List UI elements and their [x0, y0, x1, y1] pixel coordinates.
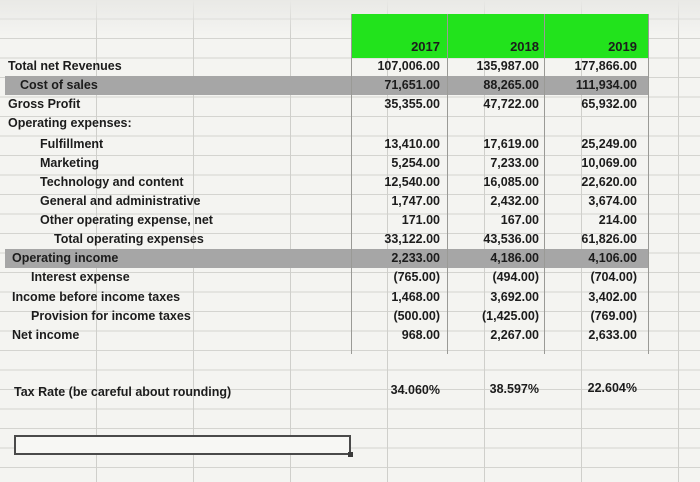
row-label-provision-for-taxes[interactable]: Provision for income taxes: [31, 309, 191, 323]
value-cell[interactable]: 214.00: [598, 213, 637, 227]
value-cell[interactable]: 13,410.00: [384, 137, 440, 151]
row-label-fulfillment[interactable]: Fulfillment: [40, 137, 104, 151]
year-header-2019[interactable]: 2019: [608, 39, 637, 54]
year-header-band: [352, 14, 648, 58]
row-label-net-income[interactable]: Net income: [12, 328, 80, 342]
row-label-tax-rate[interactable]: Tax Rate (be careful about rounding): [14, 385, 232, 399]
tax-rate-2017[interactable]: 34.060%: [390, 383, 440, 397]
value-cell[interactable]: (769.00): [590, 309, 637, 323]
value-cell[interactable]: 2,432.00: [490, 194, 539, 208]
value-cell[interactable]: 33,122.00: [384, 232, 440, 246]
value-cell[interactable]: 25,249.00: [581, 137, 637, 151]
value-cell[interactable]: 12,540.00: [384, 175, 440, 189]
value-cell[interactable]: 61,826.00: [581, 232, 637, 246]
value-cell[interactable]: 4,186.00: [490, 251, 539, 265]
value-cell[interactable]: 88,265.00: [483, 78, 539, 92]
value-cell[interactable]: 2,633.00: [588, 328, 637, 342]
selected-answer-cell[interactable]: [14, 435, 353, 457]
highlight-row-cost-of-sales: [5, 76, 648, 95]
value-cell[interactable]: 10,069.00: [581, 156, 637, 170]
value-cell[interactable]: (500.00): [393, 309, 440, 323]
row-label-other-operating-expense[interactable]: Other operating expense, net: [40, 213, 213, 227]
year-header-2017[interactable]: 2017: [411, 39, 440, 54]
value-cell[interactable]: (494.00): [492, 270, 539, 284]
value-cell[interactable]: 5,254.00: [391, 156, 440, 170]
value-cell[interactable]: 71,651.00: [384, 78, 440, 92]
row-label-total-net-revenues[interactable]: Total net Revenues: [8, 59, 122, 73]
value-cell[interactable]: 111,934.00: [575, 78, 637, 92]
value-cell[interactable]: 4,106.00: [588, 251, 637, 265]
value-cell[interactable]: 22,620.00: [581, 175, 637, 189]
row-label-total-operating-expenses[interactable]: Total operating expenses: [54, 232, 204, 246]
tax-rate-2018[interactable]: 38.597%: [489, 382, 539, 396]
row-label-operating-income[interactable]: Operating income: [12, 251, 119, 265]
row-label-interest-expense[interactable]: Interest expense: [31, 270, 130, 284]
row-label-marketing[interactable]: Marketing: [40, 156, 100, 170]
highlight-row-operating-income: [5, 249, 648, 268]
value-cell[interactable]: 107,006.00: [377, 59, 440, 73]
row-label-cost-of-sales[interactable]: Cost of sales: [20, 78, 98, 92]
column-divider: [648, 14, 649, 354]
value-cell[interactable]: 3,674.00: [588, 194, 637, 208]
row-label-gross-profit[interactable]: Gross Profit: [8, 97, 81, 111]
value-cell[interactable]: 171.00: [401, 213, 440, 227]
value-cell[interactable]: (704.00): [590, 270, 637, 284]
value-cell[interactable]: 47,722.00: [483, 97, 539, 111]
value-cell[interactable]: 2,267.00: [490, 328, 539, 342]
value-cell[interactable]: 65,932.00: [581, 97, 637, 111]
value-cell[interactable]: (765.00): [393, 270, 440, 284]
value-cell[interactable]: 3,692.00: [490, 290, 539, 304]
value-cell[interactable]: 17,619.00: [483, 137, 539, 151]
value-cell[interactable]: 35,355.00: [384, 97, 440, 111]
row-label-general-and-administrative[interactable]: General and administrative: [40, 194, 201, 208]
value-cell[interactable]: 43,536.00: [483, 232, 539, 246]
value-cell[interactable]: 2,233.00: [391, 251, 440, 265]
column-divider: [351, 14, 352, 354]
row-label-operating-expenses[interactable]: Operating expenses:: [8, 116, 132, 130]
value-cell[interactable]: 968.00: [401, 328, 440, 342]
value-cell[interactable]: 177,866.00: [574, 59, 637, 73]
tax-rate-2019[interactable]: 22.604%: [587, 381, 637, 395]
value-cell[interactable]: 16,085.00: [483, 175, 539, 189]
row-label-technology-and-content[interactable]: Technology and content: [40, 175, 184, 189]
column-divider: [447, 14, 448, 354]
value-cell[interactable]: (1,425.00): [482, 309, 539, 323]
value-cell[interactable]: 135,987.00: [476, 59, 539, 73]
value-cell[interactable]: 1,747.00: [391, 194, 440, 208]
year-header-2018[interactable]: 2018: [510, 39, 539, 54]
row-label-income-before-taxes[interactable]: Income before income taxes: [12, 290, 181, 304]
value-cell[interactable]: 7,233.00: [490, 156, 539, 170]
column-divider: [544, 14, 545, 354]
value-cell[interactable]: 167.00: [500, 213, 539, 227]
value-cell[interactable]: 1,468.00: [391, 290, 440, 304]
value-cell[interactable]: 3,402.00: [588, 290, 637, 304]
